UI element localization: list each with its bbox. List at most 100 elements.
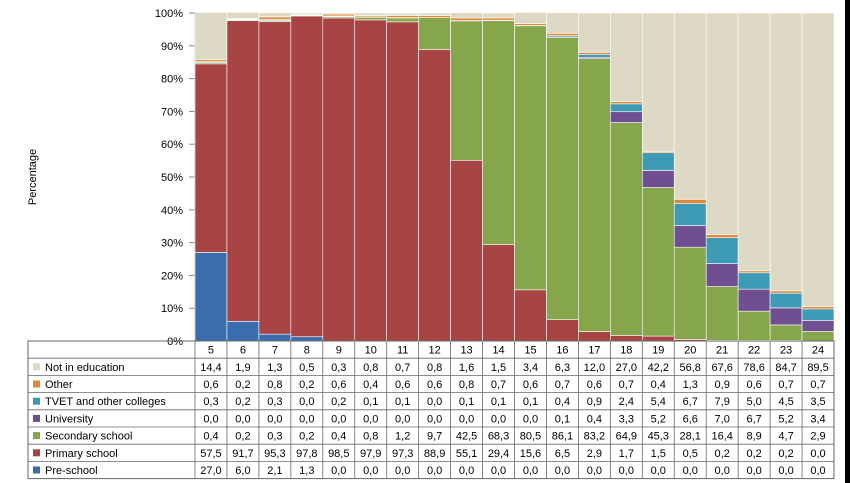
data-label: 0,2	[299, 379, 314, 391]
bar-pre-school-5	[194, 252, 228, 342]
x-tick-label: 19	[652, 345, 664, 357]
data-label: 14,4	[200, 362, 221, 374]
bar-other-24	[801, 306, 835, 310]
data-label: 0,0	[427, 465, 442, 477]
data-label: 5,2	[651, 413, 666, 425]
bar-secondary-school-12	[418, 17, 451, 50]
y-tick-label: 40%	[161, 205, 183, 217]
bar-primary-school-19	[641, 335, 675, 342]
data-label: 68,3	[488, 431, 509, 443]
data-label: 0,0	[651, 465, 666, 477]
data-label: 0,1	[395, 396, 410, 408]
data-label: 2,9	[587, 448, 602, 460]
data-label: 86,1	[552, 431, 573, 443]
y-tick-label: 0%	[167, 336, 183, 348]
data-label: 0,0	[810, 465, 825, 477]
bar-secondary-school-11	[386, 17, 419, 23]
x-tick-label: 21	[716, 345, 728, 357]
bar-not-in-education-10	[354, 12, 388, 16]
data-label: 0,7	[810, 379, 825, 391]
data-label: 1,3	[267, 362, 282, 374]
bar-not-in-education-19	[641, 12, 675, 152]
data-label: 0,2	[299, 431, 314, 443]
data-label: 84,7	[775, 362, 796, 374]
bar-university-19	[641, 170, 675, 188]
data-label: 0,0	[267, 413, 282, 425]
x-tick-label: 16	[556, 345, 568, 357]
bar-other-20	[673, 199, 707, 204]
data-label: 0,6	[395, 379, 410, 391]
bar-secondary-school-23	[769, 324, 803, 341]
y-tick-label: 70%	[161, 106, 183, 118]
bar-university-24	[801, 320, 835, 332]
data-label: 0,4	[363, 379, 378, 391]
y-tick-label: 100%	[155, 8, 183, 20]
bar-not-in-education-21	[705, 12, 739, 236]
legend-swatch-university	[33, 414, 40, 422]
data-label: 0,2	[235, 431, 250, 443]
y-tick-label: 20%	[161, 270, 183, 282]
bar-not-in-education-6	[226, 12, 260, 19]
bar-university-21	[705, 263, 739, 287]
bar-tvet-and-other-colleges-18	[610, 103, 643, 113]
data-label: 88,9	[424, 448, 445, 460]
data-label: 9,7	[427, 431, 442, 443]
bar-secondary-school-21	[705, 286, 739, 341]
data-label: 1,2	[395, 431, 410, 443]
bar-primary-school-9	[322, 17, 356, 342]
data-label: 6,6	[683, 413, 698, 425]
legend-label: TVET and other colleges	[45, 396, 166, 408]
data-label: 0,4	[203, 431, 218, 443]
data-label: 0,0	[363, 465, 378, 477]
data-label: 78,6	[743, 362, 764, 374]
data-label: 42,5	[456, 431, 477, 443]
bar-not-in-education-18	[610, 12, 643, 102]
x-tick-label: 8	[304, 345, 310, 357]
x-tick-label: 12	[429, 345, 441, 357]
bar-tvet-and-other-colleges-24	[801, 308, 835, 321]
data-label: 5,2	[778, 413, 793, 425]
bar-not-in-education-17	[578, 12, 611, 53]
data-label: 0,8	[267, 379, 282, 391]
legend-label: Secondary school	[45, 431, 132, 443]
bar-secondary-school-20	[673, 246, 707, 340]
bar-primary-school-14	[482, 244, 515, 342]
data-label: 0,5	[683, 448, 698, 460]
bar-not-in-education-20	[673, 12, 707, 200]
data-label: 15,6	[520, 448, 541, 460]
data-label: 0,4	[331, 431, 346, 443]
y-tick-label: 50%	[161, 172, 183, 184]
x-tick-label: 5	[208, 345, 214, 357]
legend-label: University	[45, 413, 94, 425]
data-label: 0,7	[395, 362, 410, 374]
bar-secondary-school-10	[354, 16, 388, 21]
data-label: 83,2	[584, 431, 605, 443]
data-label: 91,7	[232, 448, 253, 460]
data-label: 0,2	[778, 448, 793, 460]
data-label: 0,6	[427, 379, 442, 391]
x-tick-label: 24	[812, 345, 824, 357]
data-label: 57,5	[200, 448, 221, 460]
data-label: 0,0	[427, 413, 442, 425]
data-label: 0,6	[203, 379, 218, 391]
data-label: 6,7	[683, 396, 698, 408]
legend-label: Other	[45, 379, 73, 391]
bar-not-in-education-22	[737, 12, 771, 272]
data-label: 0,4	[587, 413, 602, 425]
data-label: 0,2	[331, 396, 346, 408]
data-label: 7,9	[715, 396, 730, 408]
bar-university-23	[769, 307, 803, 326]
data-label: 97,9	[360, 448, 381, 460]
legend-label: Pre-school	[45, 465, 98, 477]
bar-other-18	[610, 101, 643, 105]
bar-primary-school-8	[290, 15, 324, 338]
bar-primary-school-6	[226, 20, 260, 322]
bar-not-in-education-8	[290, 12, 324, 15]
y-tick-label: 30%	[161, 238, 183, 250]
data-label: 0,0	[746, 465, 761, 477]
y-tick-label: 80%	[161, 74, 183, 86]
y-tick-label: 90%	[161, 41, 183, 53]
bar-primary-school-17	[578, 331, 611, 342]
data-label: 0,0	[235, 413, 250, 425]
data-label: 0,0	[683, 465, 698, 477]
